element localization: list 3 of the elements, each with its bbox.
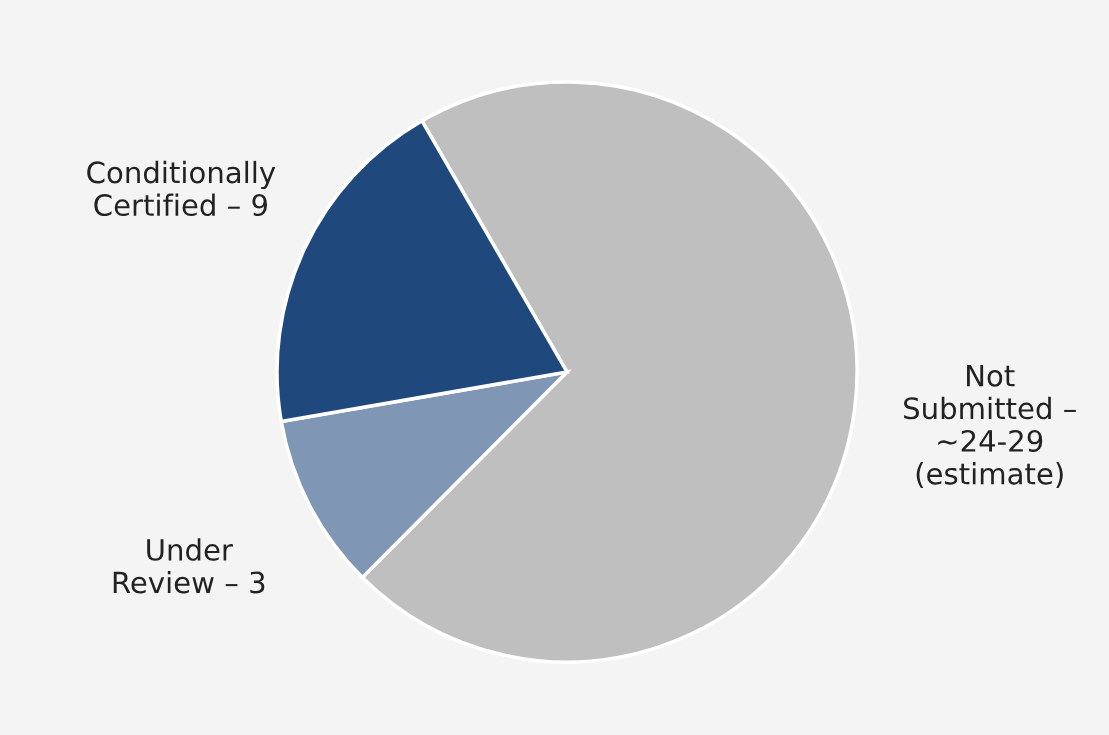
slice-label: Not Submitted – ~24-29 (estimate) bbox=[904, 364, 1076, 489]
slice-label: Conditionally Certified – 9 bbox=[87, 160, 276, 217]
slice-label: Under Review – 3 bbox=[113, 538, 265, 594]
